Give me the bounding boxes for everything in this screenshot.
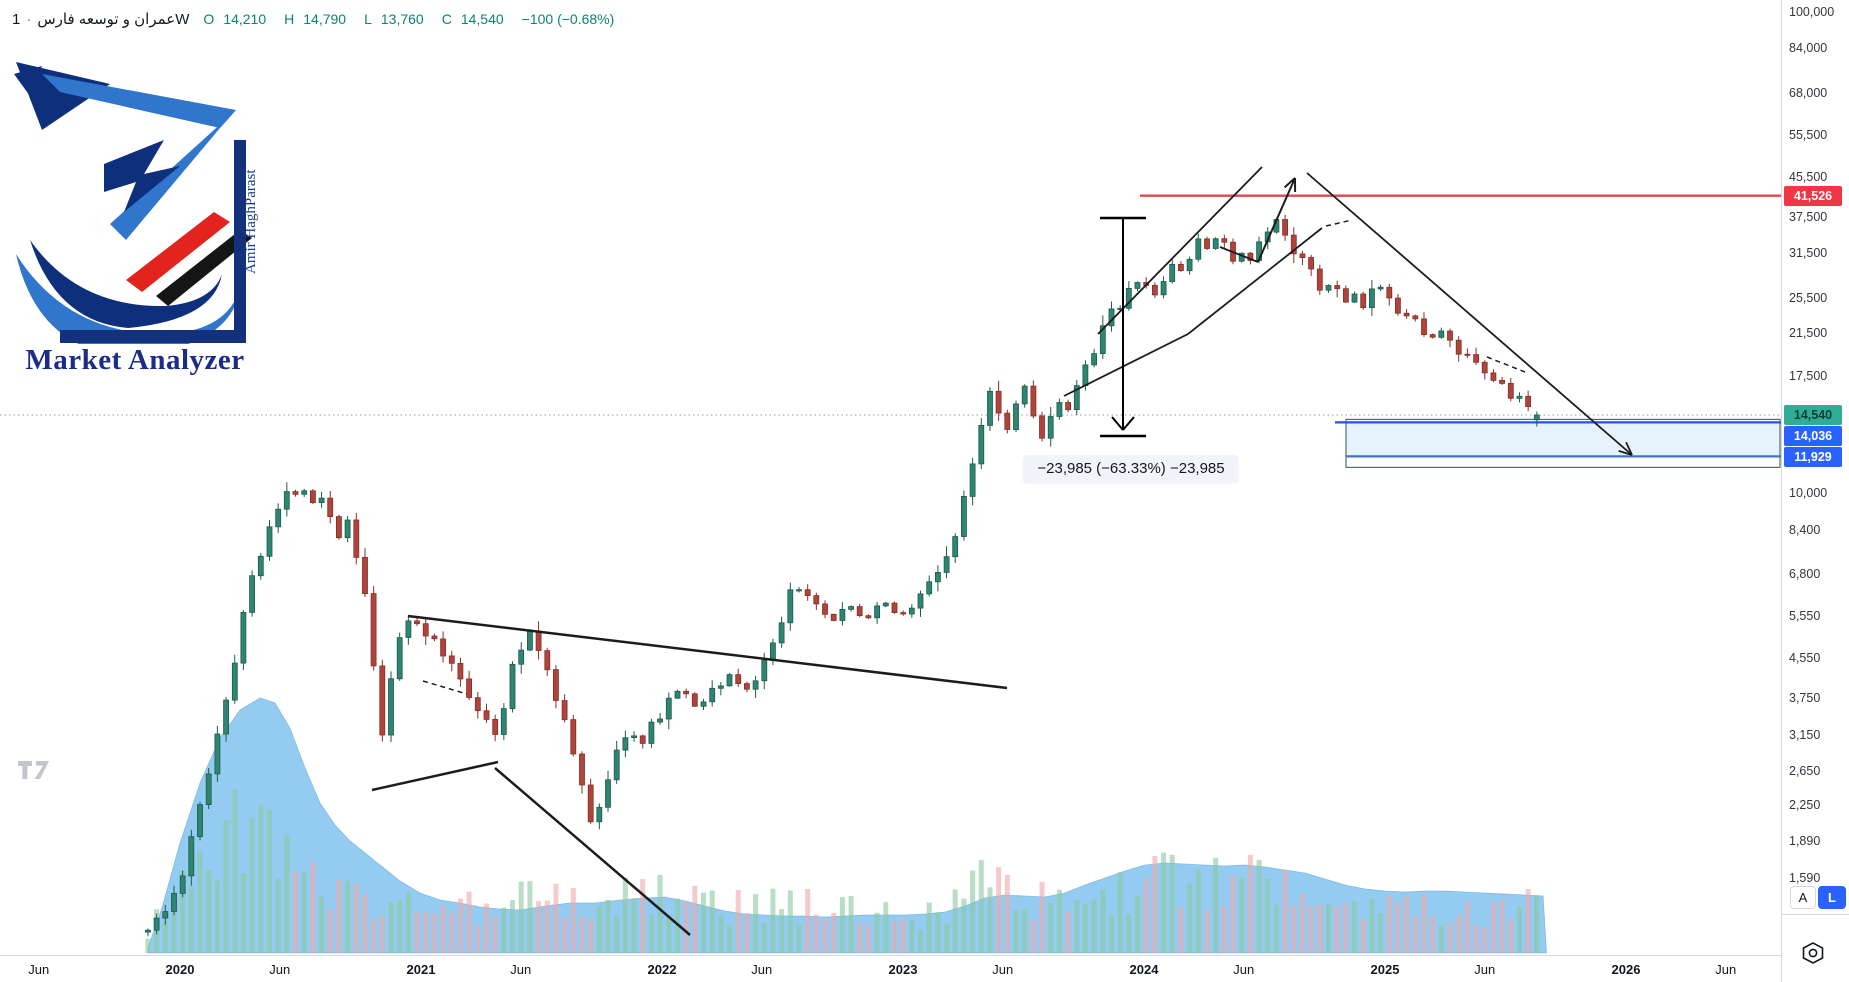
level-lines [0, 194, 1781, 468]
price-tick: 25,500 [1789, 290, 1828, 305]
ohlc-values: O 14,210 H 14,790 L 13,760 C 14,540 −100 (−0.68%… [203, 11, 615, 27]
logo-credit-text: Amir HaghParast [243, 169, 258, 274]
brand-text: Market Analyzer [25, 344, 245, 376]
measurement-label: −23,985 (−63.33%) −23,985 [1023, 455, 1239, 482]
price-tick: 1,890 [1789, 834, 1821, 849]
time-label-month: Jun [1474, 962, 1496, 977]
axis-separator [1782, 914, 1849, 915]
tradingview-watermark-icon[interactable] [16, 757, 62, 783]
price-badge: 14,036 [1784, 426, 1842, 446]
price-tick: 1,590 [1789, 870, 1821, 885]
price-tick: 45,500 [1789, 169, 1828, 184]
time-label-month: Jun [1715, 962, 1737, 977]
price-tick: 68,000 [1789, 85, 1828, 100]
legend-separator: · [26, 11, 32, 28]
time-label-month: Jun [269, 962, 291, 977]
volume-bars [145, 789, 1540, 953]
time-label-year: 2022 [647, 962, 677, 977]
time-label-month: Jun [1233, 962, 1255, 977]
time-axis[interactable]: Jun 2020 Jun 2021 Jun 2022 Jun 2023 Jun 2024 Jun 20… [0, 955, 1781, 982]
drawings [371, 166, 1633, 936]
chart-canvas[interactable] [0, 0, 1781, 955]
log-scale-button[interactable]: L [1818, 886, 1846, 909]
time-label-month: Jun [992, 962, 1014, 977]
price-badge: 41,526 [1784, 185, 1842, 206]
candles [144, 214, 1540, 937]
time-label-year: 2024 [1129, 962, 1159, 977]
time-label-year: 2025 [1370, 962, 1400, 977]
time-label-month: Jun [28, 962, 50, 977]
price-tick: 37,500 [1789, 209, 1828, 224]
price-tick: 3,750 [1789, 691, 1821, 706]
price-tick: 21,500 [1789, 326, 1828, 341]
price-tick: 3,150 [1789, 727, 1821, 742]
price-axis[interactable]: A L 100,000 84,000 68,000 55,500 45,500 37,50… [1781, 0, 1849, 982]
price-badge: 14,540 [1784, 405, 1842, 425]
price-tick: 6,800 [1789, 566, 1821, 581]
price-tick: 2,650 [1789, 763, 1821, 778]
time-label-month: Jun [510, 962, 532, 977]
price-tick: 4,550 [1789, 650, 1821, 665]
gear-icon[interactable] [1798, 938, 1828, 968]
price-tick: 5,550 [1789, 609, 1821, 624]
price-tick: 17,500 [1789, 369, 1828, 384]
market-analyzer-logo: Amir HaghParast [14, 62, 258, 344]
price-badge: 11,929 [1784, 447, 1842, 467]
timeframe-label[interactable]: 1W [12, 11, 190, 28]
time-label-year: 2020 [165, 962, 195, 977]
time-label-year: 2021 [406, 962, 436, 977]
price-tick: 31,500 [1789, 246, 1828, 261]
auto-scale-button[interactable]: A [1790, 886, 1816, 909]
price-tick: 55,500 [1789, 128, 1828, 143]
price-tick: 84,000 [1789, 41, 1828, 56]
symbol-name: عمران و توسعه فارس [37, 11, 176, 28]
price-tick: 2,250 [1789, 797, 1821, 812]
time-label-year: 2023 [888, 962, 918, 977]
time-label-month: Jun [751, 962, 773, 977]
symbol-legend[interactable]: عمران و توسعه فارس ·1W O 14,210 H 14,790 L 13,7… [12, 10, 623, 28]
price-tick: 100,000 [1789, 5, 1835, 19]
time-label-year: 2026 [1611, 962, 1641, 977]
change-value: −100 (−0.68%) [521, 11, 615, 27]
price-tick: 8,400 [1789, 522, 1821, 537]
price-tick: 10,000 [1789, 486, 1828, 501]
